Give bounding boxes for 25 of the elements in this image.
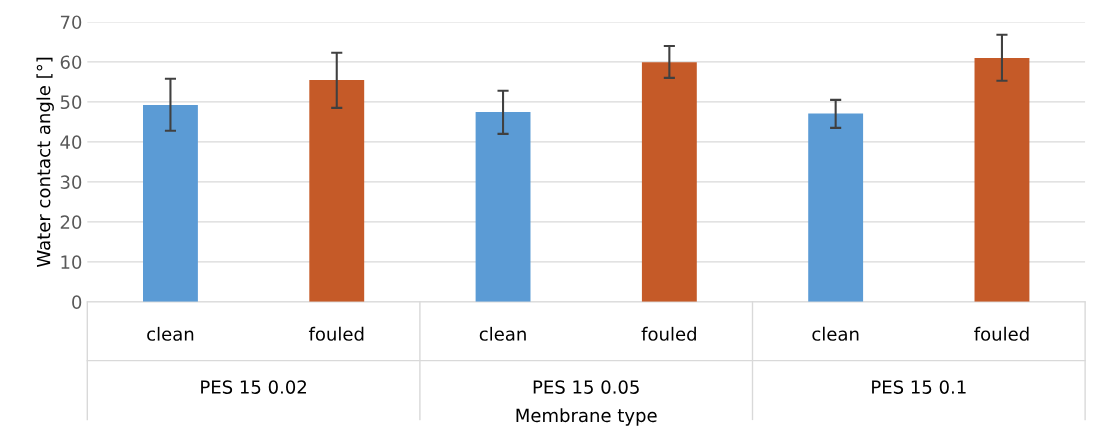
y-tick-label: 10 — [61, 255, 82, 269]
y-tick-label: 30 — [60, 175, 82, 190]
bar — [974, 57, 1030, 302]
x-tick-label: fouled — [974, 326, 1029, 341]
y-tick-label: 70 — [60, 15, 82, 30]
y-tick-label: 20 — [60, 215, 82, 229]
x-tick-label: fouled — [308, 326, 364, 341]
text: PES 15 0.05 — [533, 380, 639, 394]
x-tick-label: fouled — [641, 326, 696, 341]
text: PES 15 0.02 — [201, 380, 306, 394]
y-tick-label: 0 — [72, 295, 82, 309]
bar — [475, 111, 531, 302]
x-tick-label: clean — [812, 326, 859, 341]
y-tick-label: 50 — [60, 95, 82, 110]
x-tick-label: clean — [479, 326, 526, 341]
text: PES 15 0.1 — [872, 380, 966, 394]
y-axis-title: Water contact angle [°] — [36, 57, 54, 267]
y-tick-label: 40 — [60, 135, 82, 150]
bar — [641, 62, 697, 302]
bar — [143, 105, 198, 302]
bar — [309, 79, 365, 302]
bar — [808, 113, 864, 302]
x-tick-label: clean — [147, 326, 194, 341]
x-axis-title: Membrane type — [516, 408, 657, 426]
y-tick-label: 60 — [60, 55, 82, 70]
